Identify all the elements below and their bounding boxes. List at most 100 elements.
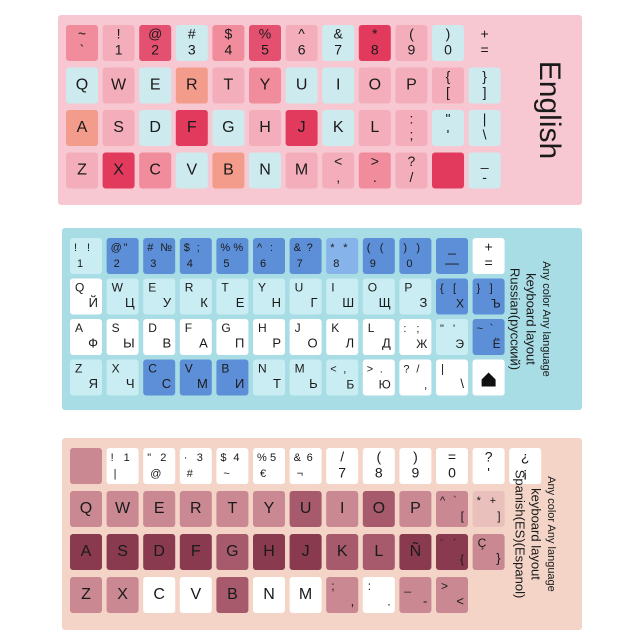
key-legend: H bbox=[258, 321, 267, 335]
key bbox=[253, 359, 285, 396]
key-legend: ; bbox=[409, 127, 413, 143]
key-legend: H bbox=[259, 119, 271, 136]
key bbox=[139, 110, 172, 146]
key-legend: , bbox=[351, 593, 355, 608]
key bbox=[358, 67, 391, 104]
key bbox=[175, 152, 208, 189]
key-legend: ` bbox=[490, 323, 494, 335]
key bbox=[143, 534, 176, 570]
key bbox=[179, 319, 212, 355]
key-legend: 5 bbox=[261, 42, 269, 58]
key-legend: № bbox=[160, 242, 172, 254]
key-legend: — bbox=[445, 255, 459, 271]
key-legend: Y bbox=[258, 281, 266, 295]
sheet-label: Any color Any language bbox=[545, 476, 557, 592]
key-legend: ! bbox=[74, 242, 77, 254]
key bbox=[179, 534, 212, 570]
key-legend: V bbox=[186, 162, 197, 179]
key-legend: Z bbox=[75, 362, 82, 376]
key bbox=[70, 448, 102, 484]
key-legend: - bbox=[482, 169, 487, 185]
key bbox=[106, 534, 139, 570]
key-legend: ? bbox=[307, 242, 313, 254]
key-legend: Ы bbox=[123, 335, 135, 350]
key bbox=[212, 110, 245, 146]
key-legend: В bbox=[163, 335, 172, 350]
key-legend: K bbox=[337, 543, 348, 560]
key-legend: T bbox=[228, 500, 238, 517]
key-legend: 9 bbox=[370, 258, 376, 270]
key-legend: Ё bbox=[493, 337, 501, 351]
key bbox=[509, 448, 542, 484]
key bbox=[395, 67, 428, 104]
key-legend: E bbox=[148, 281, 156, 295]
key-legend: Ь bbox=[309, 376, 318, 391]
key bbox=[253, 577, 285, 613]
key-legend: 6 bbox=[260, 258, 266, 270]
key-legend: ? bbox=[403, 363, 409, 375]
key-legend: У bbox=[163, 295, 172, 310]
key-legend: Й bbox=[89, 295, 98, 310]
key bbox=[289, 359, 322, 396]
key-legend: B bbox=[221, 362, 229, 376]
key-legend: 0 bbox=[444, 42, 452, 58]
key bbox=[139, 152, 172, 189]
key bbox=[253, 448, 285, 484]
key bbox=[362, 278, 395, 315]
key-legend: + bbox=[485, 239, 493, 255]
key-legend: A bbox=[77, 119, 88, 136]
key bbox=[432, 152, 464, 189]
key-legend: X bbox=[112, 362, 120, 376]
sticker-sheet: ! 1 | " 2 @ · 3# $ 4 ~% 5 € & 6 ¬ /7 (8)9 =0?' ¿¡ Q W E R T Y U I O P… bbox=[62, 438, 582, 630]
key-legend: Ъ bbox=[491, 297, 501, 311]
key bbox=[175, 67, 208, 104]
key-legend: > bbox=[367, 363, 373, 375]
key bbox=[249, 110, 281, 146]
key-legend: W bbox=[112, 281, 124, 295]
key bbox=[66, 110, 98, 146]
key-legend: 2 bbox=[114, 258, 120, 270]
key-legend: $ bbox=[225, 26, 233, 42]
key-legend: ^ bbox=[257, 242, 263, 254]
key-legend: P bbox=[410, 500, 421, 517]
key bbox=[70, 278, 102, 315]
key bbox=[285, 110, 318, 146]
key bbox=[472, 448, 505, 484]
key-legend: V bbox=[190, 586, 201, 603]
key-legend: J bbox=[295, 321, 301, 335]
key-legend: { bbox=[440, 282, 444, 294]
key bbox=[399, 238, 432, 274]
key bbox=[432, 67, 464, 104]
key bbox=[143, 238, 176, 274]
key bbox=[253, 238, 285, 274]
key-legend: } bbox=[482, 68, 487, 84]
key-legend: Z bbox=[77, 162, 87, 179]
key bbox=[395, 25, 428, 61]
key bbox=[472, 278, 505, 315]
key bbox=[106, 319, 139, 355]
key-legend: ¨ bbox=[440, 538, 444, 550]
key-legend: , bbox=[424, 378, 427, 392]
key bbox=[249, 67, 281, 104]
key bbox=[253, 278, 285, 315]
key-legend: _ bbox=[447, 239, 456, 255]
key-legend: O bbox=[373, 500, 385, 517]
key-legend: : bbox=[403, 323, 406, 335]
key-legend: } bbox=[477, 282, 481, 294]
key bbox=[436, 359, 468, 396]
key-legend: ~ bbox=[477, 323, 483, 335]
key-legend: E bbox=[154, 500, 165, 517]
key bbox=[285, 152, 318, 189]
key bbox=[143, 448, 176, 484]
key bbox=[216, 534, 249, 570]
key-legend: Ñ bbox=[410, 540, 422, 560]
key-legend: 5 bbox=[223, 258, 229, 270]
key-legend: 1 bbox=[115, 42, 123, 58]
key-legend: ´ bbox=[453, 538, 457, 550]
key-legend: % bbox=[257, 452, 267, 464]
key bbox=[395, 110, 428, 146]
key bbox=[362, 319, 395, 355]
key-legend: L bbox=[374, 543, 383, 560]
key-legend: Ю bbox=[379, 378, 391, 392]
